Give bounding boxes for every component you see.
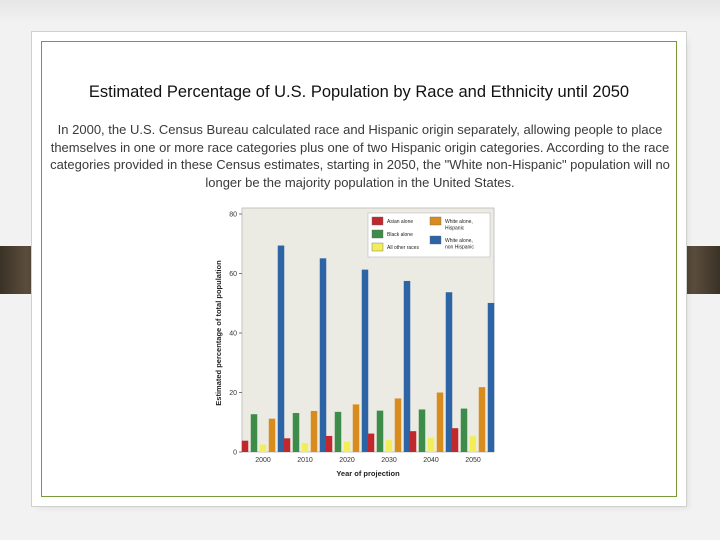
legend-label: Hispanic xyxy=(445,226,465,232)
bar xyxy=(376,410,384,452)
legend-label: All other races xyxy=(387,245,419,251)
legend-swatch xyxy=(429,216,442,226)
legend-label: Black alone xyxy=(387,232,413,238)
y-tick-label: 40 xyxy=(229,331,237,338)
legend-label: Asian alone xyxy=(387,219,413,225)
legend-box xyxy=(367,212,491,258)
legend-label: White alone, xyxy=(445,219,473,225)
bar xyxy=(394,398,402,452)
slide-title: Estimated Percentage of U.S. Population … xyxy=(88,83,630,101)
y-tick-label: 0 xyxy=(233,450,237,457)
legend-swatch xyxy=(429,235,442,245)
y-tick-label: 60 xyxy=(229,271,237,278)
bar xyxy=(268,418,276,452)
x-tick-label: 2020 xyxy=(339,457,355,464)
slide-inner-border xyxy=(41,41,677,497)
bar xyxy=(478,387,486,452)
legend-label: non Hispanic xyxy=(445,245,474,251)
x-tick-label: 2050 xyxy=(465,457,481,464)
bar xyxy=(361,269,369,452)
bar xyxy=(445,292,453,452)
legend-swatch xyxy=(371,242,384,252)
bar xyxy=(367,433,375,452)
bar xyxy=(319,258,327,452)
bar xyxy=(301,443,309,452)
x-axis-label: Year of projection xyxy=(336,469,400,478)
slide-body-text: In 2000, the U.S. Census Bureau calculat… xyxy=(50,122,670,190)
bar xyxy=(403,280,411,452)
x-tick-label: 2040 xyxy=(423,457,439,464)
bar xyxy=(436,392,444,452)
bar xyxy=(310,410,318,452)
bar xyxy=(451,428,459,452)
bar xyxy=(325,435,333,452)
x-tick-label: 2010 xyxy=(297,457,313,464)
bar xyxy=(385,440,393,452)
bar xyxy=(352,404,360,452)
bar xyxy=(409,431,417,452)
background-stripe xyxy=(0,0,720,24)
legend-swatch xyxy=(371,229,384,239)
chart-container: 0 20 40 60 80 Estimated percentage of total p… xyxy=(214,203,496,481)
bar xyxy=(469,436,477,452)
bar xyxy=(259,444,267,452)
y-tick-label: 80 xyxy=(229,212,237,219)
bar xyxy=(334,411,342,452)
bar xyxy=(283,438,291,452)
bar xyxy=(343,441,351,452)
bar xyxy=(292,413,300,452)
y-axis-label: Estimated percentage of total population xyxy=(214,260,223,406)
bar xyxy=(460,408,468,452)
bar xyxy=(427,437,435,452)
x-tick-label: 2030 xyxy=(381,457,397,464)
bar xyxy=(487,302,495,452)
legend-label: White alone, xyxy=(445,238,473,244)
bar xyxy=(241,440,249,452)
x-tick-label: 2000 xyxy=(255,457,271,464)
bar xyxy=(277,245,285,452)
y-tick-label: 20 xyxy=(229,390,237,397)
bar xyxy=(418,409,426,452)
legend-swatch xyxy=(371,216,384,226)
bar xyxy=(250,414,258,452)
